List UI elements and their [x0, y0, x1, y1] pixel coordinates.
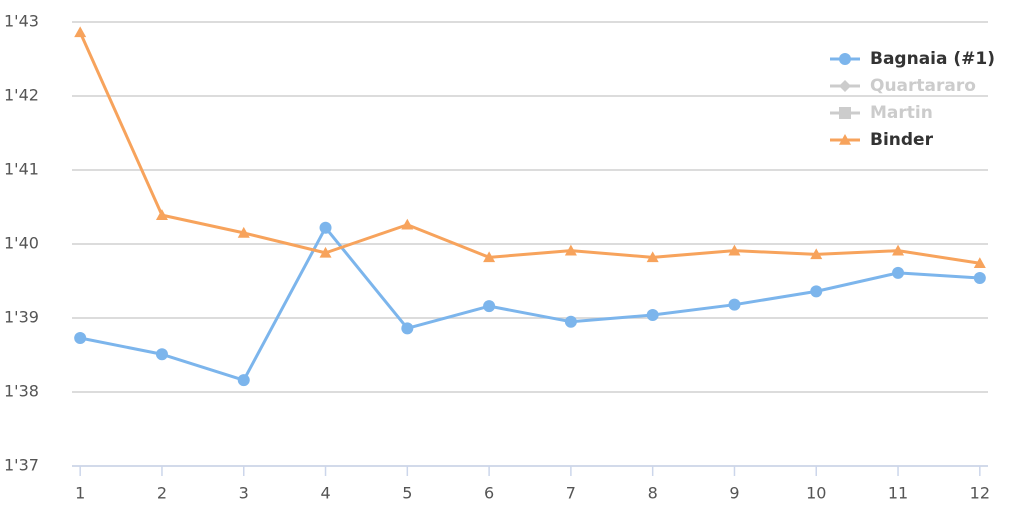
data-point	[237, 226, 250, 238]
x-tick-label: 8	[648, 484, 658, 503]
x-tick-label: 3	[239, 484, 249, 503]
x-tick-label: 6	[484, 484, 494, 503]
data-point	[74, 26, 87, 38]
legend-marker	[839, 80, 851, 92]
data-point	[973, 257, 986, 269]
data-point	[728, 298, 741, 311]
data-point	[483, 251, 496, 263]
data-point	[646, 251, 659, 263]
x-tick-label: 11	[888, 484, 908, 503]
data-point	[728, 244, 741, 256]
y-tick-label: 1'37	[4, 456, 39, 475]
series-line	[79, 226, 980, 382]
y-tick-label: 1'38	[4, 382, 39, 401]
data-point	[319, 246, 332, 258]
data-point	[401, 218, 414, 230]
x-tick-label: 10	[806, 484, 826, 503]
data-point	[973, 272, 986, 285]
x-tick-label: 9	[729, 484, 739, 503]
data-point	[564, 244, 577, 256]
y-tick-label: 1'42	[4, 86, 39, 105]
data-point	[74, 331, 87, 344]
x-tick-label: 4	[320, 484, 330, 503]
data-point	[564, 315, 577, 328]
legend-marker	[839, 53, 851, 65]
data-point	[401, 322, 414, 335]
series-line	[78, 31, 981, 265]
legend-text[interactable]: Binder	[870, 130, 934, 150]
legend-marker	[839, 134, 851, 145]
data-point	[155, 209, 168, 220]
legend-text[interactable]: Quartararo	[870, 76, 976, 96]
legend-text[interactable]: Bagnaia (#1)	[870, 49, 995, 69]
y-tick-label: 1'41	[4, 160, 39, 179]
x-tick-label: 12	[970, 484, 990, 503]
x-tick-label: 1	[75, 484, 85, 503]
x-tick-label: 2	[157, 484, 167, 503]
data-point	[319, 221, 332, 234]
data-point	[892, 244, 905, 256]
data-point	[810, 248, 823, 260]
data-point	[155, 348, 168, 361]
x-tick-label: 5	[402, 484, 412, 503]
data-point	[483, 300, 496, 313]
data-point	[810, 285, 823, 298]
legend-marker	[839, 107, 851, 119]
y-tick-label: 1'43	[4, 12, 39, 31]
x-tick-label: 7	[566, 484, 576, 503]
data-point	[892, 266, 905, 279]
legend-text[interactable]: Martin	[870, 103, 933, 123]
data-point	[237, 374, 250, 387]
y-tick-label: 1'40	[4, 234, 39, 253]
y-tick-label: 1'39	[4, 308, 39, 327]
data-point	[646, 309, 659, 322]
